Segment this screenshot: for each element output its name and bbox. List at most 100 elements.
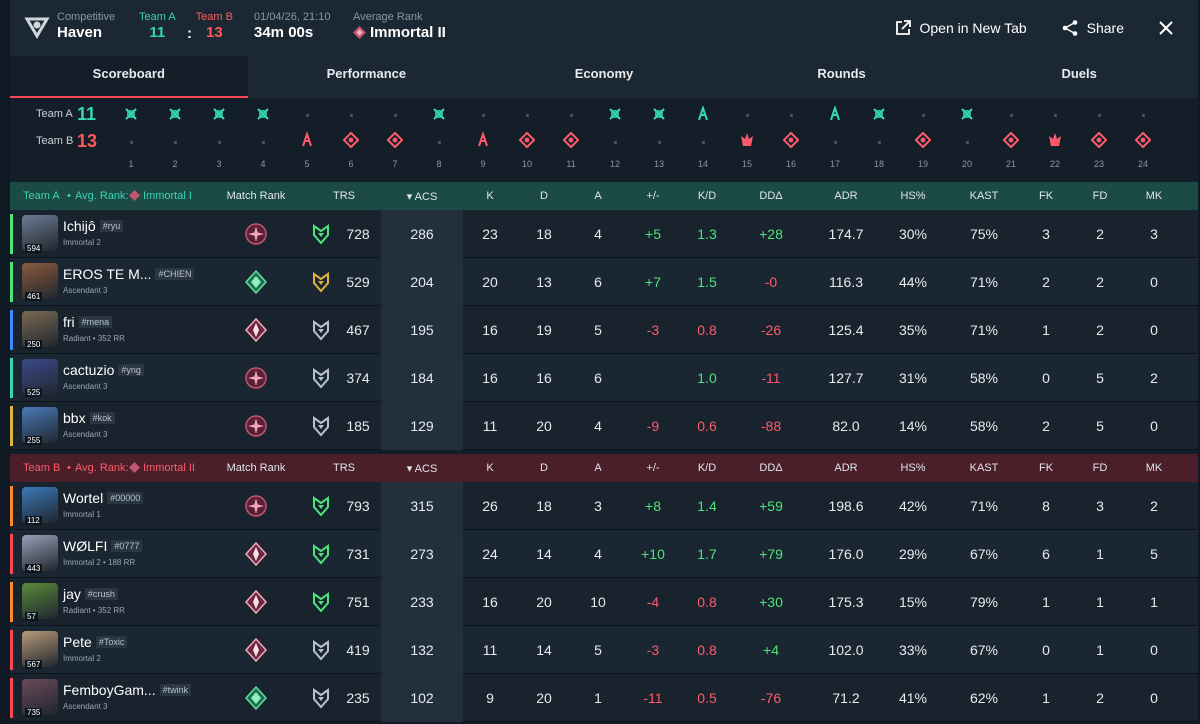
player-row[interactable]: 57 jay #crush Radiant • 352 RR 751 233 16 20 10 -…	[10, 578, 1198, 626]
round-24-bomb-explode-icon	[1135, 132, 1151, 148]
round-number: 13	[653, 159, 664, 169]
close-icon[interactable]	[1158, 20, 1174, 36]
team-color-bar	[10, 678, 13, 718]
player-name-block[interactable]: Ichijô #ryu	[63, 218, 124, 234]
team-color-bar	[10, 406, 13, 446]
column-header-trs[interactable]: TRS	[333, 462, 355, 474]
player-name-block[interactable]: fri #mena	[63, 314, 113, 330]
column-header-d[interactable]: D	[540, 190, 548, 202]
score-block: Team A 11 Team B 13 :	[139, 11, 233, 42]
player-rank: Ascendant 3	[63, 382, 108, 391]
open-new-tab-button[interactable]: Open in New Tab	[894, 19, 1027, 37]
player-name-block[interactable]: bbx #kok	[63, 410, 115, 426]
player-row[interactable]: 255 bbx #kok Ascendant 3 185 129 11 20 4 -9 0.6 -88…	[10, 402, 1198, 450]
column-header-fk[interactable]: FK	[1038, 462, 1054, 474]
column-header-dd[interactable]: DDΔ	[759, 190, 783, 202]
player-row[interactable]: 250 fri #mena Radiant • 352 RR 467 195 16 19 5 -3…	[10, 306, 1198, 354]
acs-highlight	[381, 626, 463, 674]
column-header-trs[interactable]: TRS	[333, 190, 355, 202]
column-header-fk[interactable]: FK	[1038, 190, 1054, 202]
player-row[interactable]: 112 Wortel #00000 Immortal 1 793 315 26 18 3 +8 1.…	[10, 482, 1198, 530]
round-empty-dot	[174, 141, 177, 144]
round-number: 17	[829, 159, 840, 169]
player-name-block[interactable]: jay #crush	[63, 586, 118, 602]
column-header-adr[interactable]: ADR	[834, 462, 858, 474]
player-name-block[interactable]: WØLFI #0777	[63, 538, 143, 554]
trs-tier-icon	[313, 320, 329, 341]
trs-tier-icon	[313, 272, 329, 293]
column-header-acs[interactable]: ▾ ACS	[406, 462, 438, 475]
team-color-bar	[10, 486, 13, 526]
map-name: Haven	[57, 24, 103, 41]
column-header-mr[interactable]: Match Rank	[226, 190, 286, 202]
round-6-bomb-explode-icon	[343, 132, 359, 148]
column-header-kast[interactable]: KAST	[969, 190, 999, 202]
column-header-dd[interactable]: DDΔ	[759, 462, 783, 474]
player-name-block[interactable]: FemboyGam... #twink	[63, 682, 192, 698]
stat-adr: 174.7	[828, 226, 864, 242]
player-name-block[interactable]: Wortel #00000	[63, 490, 144, 506]
column-header-fd[interactable]: FD	[1092, 190, 1108, 202]
share-button[interactable]: Share	[1061, 19, 1124, 37]
stat-mk: 0	[1150, 418, 1158, 434]
column-header-mk[interactable]: MK	[1145, 190, 1163, 202]
round-number: 18	[873, 159, 884, 169]
column-header-acs[interactable]: ▾ ACS	[406, 190, 438, 203]
column-header-d[interactable]: D	[540, 462, 548, 474]
column-header-k[interactable]: K	[486, 462, 494, 474]
column-header-kd[interactable]: K/D	[697, 462, 717, 474]
stat-a: 6	[594, 370, 602, 386]
round-number: 5	[304, 159, 310, 169]
open-new-tab-label: Open in New Tab	[919, 20, 1027, 36]
player-row[interactable]: 735 FemboyGam... #twink Ascendant 3 235 102 9 2…	[10, 674, 1198, 722]
round-empty-dot	[966, 141, 969, 144]
column-header-a[interactable]: A	[594, 190, 602, 202]
external-link-icon	[895, 20, 911, 35]
column-header-adr[interactable]: ADR	[834, 190, 858, 202]
column-header-pm[interactable]: +/-	[646, 462, 660, 474]
column-header-pm[interactable]: +/-	[646, 190, 660, 202]
round-number: 12	[609, 159, 620, 169]
column-header-hs[interactable]: HS%	[900, 190, 926, 202]
stat-kd: 0.8	[697, 322, 717, 338]
column-header-kast[interactable]: KAST	[969, 462, 999, 474]
column-header-a[interactable]: A	[594, 462, 602, 474]
tab-rounds[interactable]: Rounds	[817, 66, 866, 81]
stat-mk: 0	[1150, 690, 1158, 706]
tab-economy[interactable]: Economy	[574, 66, 634, 81]
stat-d: 18	[536, 498, 552, 514]
tab-scoreboard[interactable]: Scoreboard	[10, 56, 248, 98]
column-header-kd[interactable]: K/D	[697, 190, 717, 202]
stat-pm: -11	[643, 690, 663, 706]
stat-trs: 374	[346, 370, 370, 386]
player-rank: Immortal 2	[63, 238, 101, 247]
player-name-block[interactable]: EROS TE M... #CHIEN	[63, 266, 195, 282]
player-row[interactable]: 461 EROS TE M... #CHIEN Ascendant 3 529 204 20…	[10, 258, 1198, 306]
player-row[interactable]: 525 cactuzio #yng Ascendant 3 374 184 16 16 6 1.0…	[10, 354, 1198, 402]
column-header-fd[interactable]: FD	[1092, 462, 1108, 474]
stat-trs: 467	[346, 322, 370, 338]
teamB-dot: •	[67, 462, 71, 474]
tab-performance[interactable]: Performance	[326, 66, 407, 81]
stat-trs: 793	[346, 498, 370, 514]
column-header-mr[interactable]: Match Rank	[226, 462, 286, 474]
tab-duels[interactable]: Duels	[1061, 66, 1097, 81]
stat-hs: 31%	[898, 370, 928, 386]
stat-fk: 3	[1042, 226, 1050, 242]
round-number: 7	[392, 159, 398, 169]
column-header-hs[interactable]: HS%	[900, 462, 926, 474]
player-row[interactable]: 567 Pete #Toxic Immortal 2 419 132 11 14 5 -3 0.8 +…	[10, 626, 1198, 674]
acs-highlight	[381, 306, 463, 354]
stat-a: 5	[594, 322, 602, 338]
column-header-k[interactable]: K	[486, 190, 494, 202]
round-number: 11	[566, 159, 576, 169]
round-empty-dot	[306, 114, 309, 117]
player-row[interactable]: 594 Ichijô #ryu Immortal 2 728 286 23 18 4 +5 1.3 +…	[10, 210, 1198, 258]
player-name: EROS TE M...	[63, 266, 152, 282]
player-name-block[interactable]: cactuzio #yng	[63, 362, 144, 378]
player-row[interactable]: 443 WØLFI #0777 Immortal 2 • 188 RR 731 273 24…	[10, 530, 1198, 578]
trs-tier-icon	[313, 416, 329, 437]
column-header-mk[interactable]: MK	[1145, 462, 1163, 474]
player-name-block[interactable]: Pete #Toxic	[63, 634, 128, 650]
team-color-bar	[10, 262, 13, 302]
